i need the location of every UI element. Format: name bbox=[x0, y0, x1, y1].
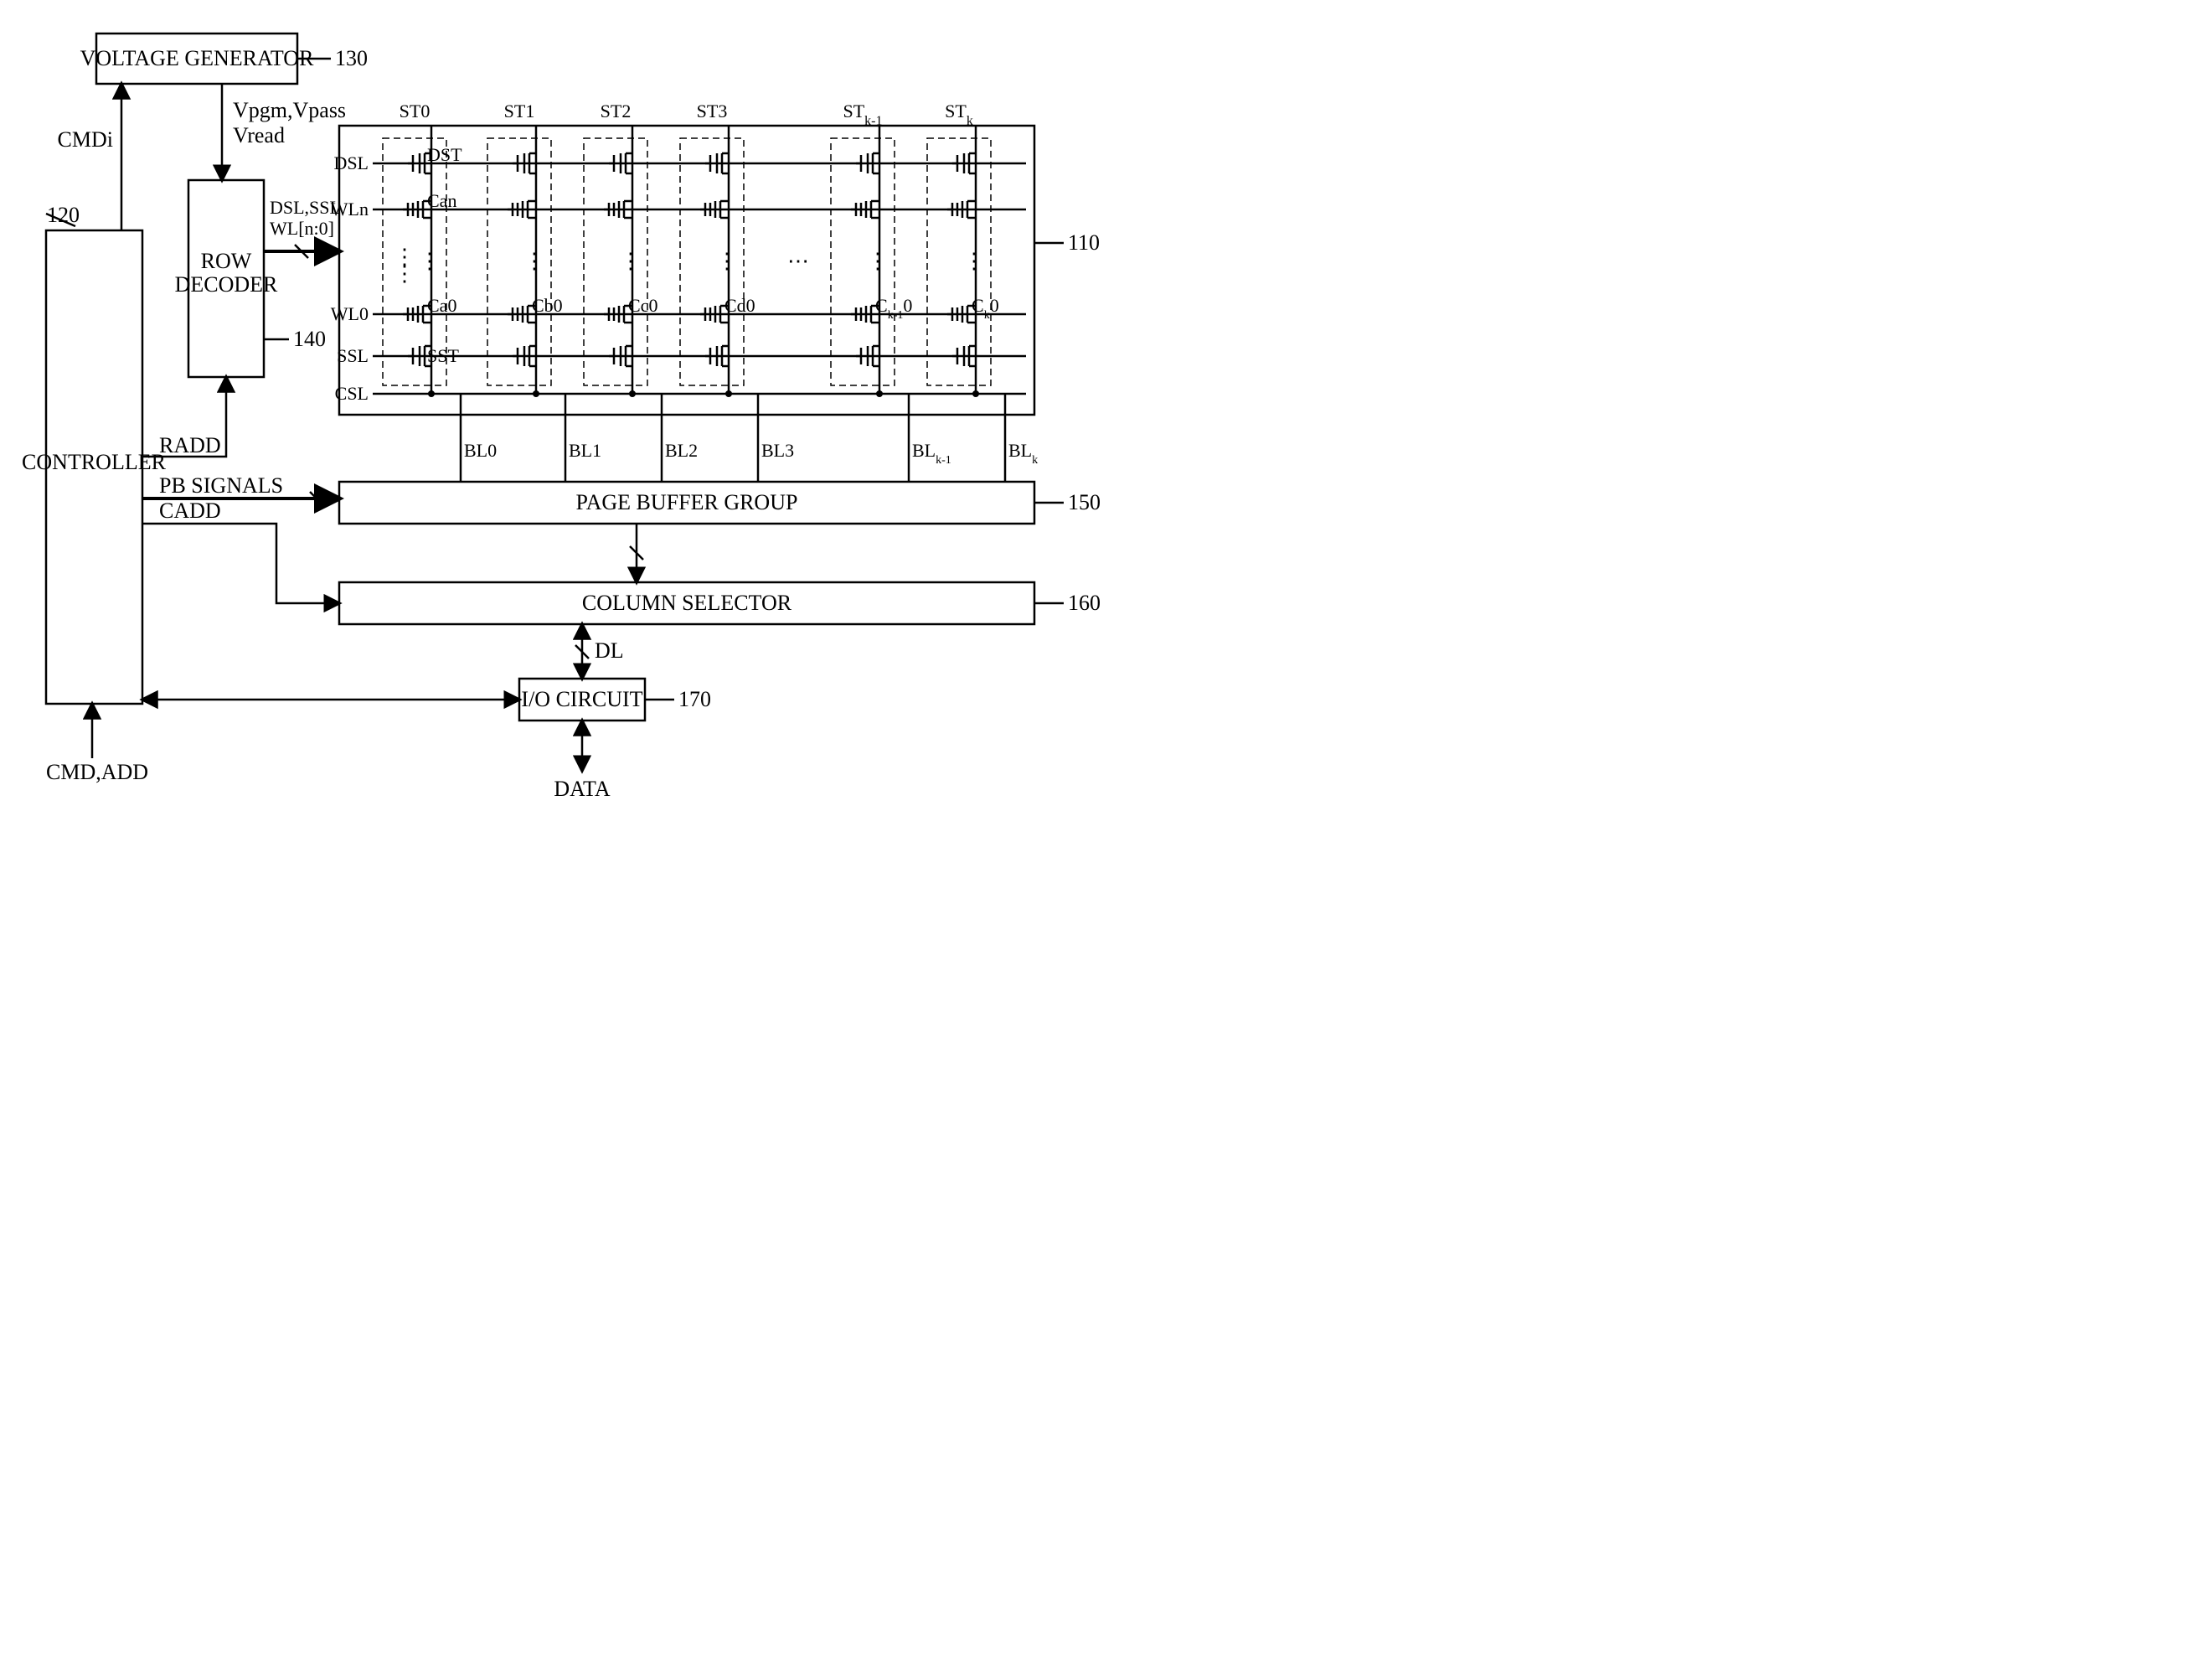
controller-label: CONTROLLER bbox=[22, 450, 167, 474]
bitline-label: BL2 bbox=[665, 440, 698, 461]
ref-140: 140 bbox=[293, 327, 326, 351]
lbl-ca0: Ca0 bbox=[427, 295, 456, 316]
hdr-st2: ST2 bbox=[601, 101, 632, 121]
io-circuit-label: I/O CIRCUIT bbox=[521, 687, 642, 711]
label-wln0: WL[n:0] bbox=[270, 218, 334, 239]
ref-150: 150 bbox=[1068, 490, 1101, 514]
wire-cadd bbox=[142, 524, 339, 603]
controller-block: CONTROLLER 120 bbox=[22, 203, 167, 704]
label-data: DATA bbox=[554, 777, 610, 801]
hdr-st0: ST0 bbox=[400, 101, 431, 121]
lbl-dst: DST bbox=[427, 144, 462, 165]
bitline-label: BLk-1 bbox=[912, 440, 951, 467]
svg-text:⋮: ⋮ bbox=[867, 249, 889, 273]
array-ellipsis: ⋯ bbox=[787, 249, 809, 273]
svg-text:⋮: ⋮ bbox=[419, 249, 441, 273]
lbl-sst: SST bbox=[427, 345, 459, 366]
label-cmdi: CMDi bbox=[58, 127, 113, 152]
label-vread: Vread bbox=[233, 123, 285, 147]
row-wln: WLn bbox=[331, 199, 369, 220]
svg-text:⋮: ⋮ bbox=[620, 249, 642, 273]
ref-120: 120 bbox=[47, 203, 80, 227]
ref-130: 130 bbox=[335, 46, 368, 70]
svg-text:⋮: ⋮ bbox=[523, 249, 545, 273]
row-dsl: DSL bbox=[333, 152, 369, 173]
hdr-stk: STk bbox=[945, 101, 973, 128]
label-radd: RADD bbox=[159, 433, 221, 457]
voltage-generator-label: VOLTAGE GENERATOR bbox=[80, 46, 315, 70]
row-wl0: WL0 bbox=[331, 303, 369, 324]
lbl-cd0: Cd0 bbox=[724, 295, 755, 316]
io-circuit-block: I/O CIRCUIT 170 bbox=[519, 679, 711, 721]
label-vpgm: Vpgm,Vpass bbox=[233, 98, 346, 122]
bitline-label: BLk bbox=[1008, 440, 1038, 467]
label-pb: PB SIGNALS bbox=[159, 473, 283, 498]
ref-160: 160 bbox=[1068, 591, 1101, 615]
lbl-cb0: Cb0 bbox=[532, 295, 563, 316]
column-selector-label: COLUMN SELECTOR bbox=[582, 591, 792, 615]
column-selector-block: COLUMN SELECTOR 160 bbox=[339, 582, 1101, 624]
ref-170: 170 bbox=[678, 687, 711, 711]
page-buffer-block: PAGE BUFFER GROUP 150 bbox=[339, 482, 1101, 524]
label-cadd: CADD bbox=[159, 498, 221, 523]
page-buffer-label: PAGE BUFFER GROUP bbox=[576, 490, 798, 514]
lbl-cc0: Cc0 bbox=[628, 295, 657, 316]
svg-text:⋮: ⋮ bbox=[716, 249, 738, 273]
hdr-st1: ST1 bbox=[504, 101, 535, 121]
bitline-label: BL1 bbox=[569, 440, 601, 461]
voltage-generator-block: VOLTAGE GENERATOR 130 bbox=[80, 34, 368, 84]
svg-text:⋮: ⋮ bbox=[963, 249, 985, 273]
label-cmd-add: CMD,ADD bbox=[46, 760, 148, 784]
hdr-stk1: STk-1 bbox=[843, 101, 882, 128]
row-csl: CSL bbox=[335, 383, 369, 404]
row-decoder-label-1: ROW bbox=[201, 249, 252, 273]
row-decoder-label-2: DECODER bbox=[175, 272, 278, 297]
lbl-can: Can bbox=[427, 190, 456, 211]
svg-text:⋮: ⋮ bbox=[394, 261, 415, 286]
hdr-st3: ST3 bbox=[697, 101, 728, 121]
bitline-label: BL0 bbox=[464, 440, 497, 461]
bitline-label: BL3 bbox=[761, 440, 794, 461]
row-ssl: SSL bbox=[337, 345, 369, 366]
label-dl: DL bbox=[595, 638, 624, 663]
ref-110: 110 bbox=[1068, 230, 1100, 255]
